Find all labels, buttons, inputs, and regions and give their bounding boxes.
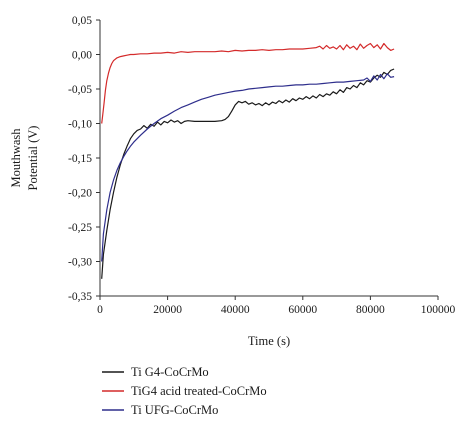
legend-label-2: TiG4 acid treated-CoCrMo bbox=[131, 384, 267, 398]
legend-label-3: Ti UFG-CoCrMo bbox=[131, 403, 218, 417]
y-tick-label: -0,30 bbox=[68, 257, 92, 269]
x-tick-label: 60000 bbox=[288, 304, 317, 316]
legend: Ti G4-CoCrMo TiG4 acid treated-CoCrMo Ti U… bbox=[102, 365, 267, 417]
y-axis-title: Mouthwash Potential (V) bbox=[9, 126, 40, 191]
series-line-1 bbox=[101, 68, 395, 279]
y-tick-label: -0,35 bbox=[68, 291, 92, 303]
y-tick-label: 0,00 bbox=[72, 50, 92, 62]
series-line-3 bbox=[101, 73, 395, 262]
x-tick-label: 80000 bbox=[356, 304, 385, 316]
y-tick-label: -0,05 bbox=[68, 84, 92, 96]
x-axis-title: Time (s) bbox=[248, 334, 290, 348]
y-tick-label: -0,15 bbox=[68, 153, 92, 165]
y-tick-label: 0,05 bbox=[72, 15, 92, 27]
y-tick-label: -0,20 bbox=[68, 188, 92, 200]
x-tick-label: 40000 bbox=[221, 304, 250, 316]
series-lines bbox=[101, 42, 395, 279]
y-axis-title-line-1: Mouthwash bbox=[9, 128, 23, 188]
y-tick-label: -0,10 bbox=[68, 119, 92, 131]
y-axis-title-line-2: Potential (V) bbox=[26, 126, 40, 191]
y-tick-label: -0,25 bbox=[68, 222, 92, 234]
series-line-2 bbox=[101, 42, 395, 124]
y-axis-ticks: 0,05 0,00 -0,05 -0,10 -0,15 -0,20 -0,25 -0,30 -0… bbox=[68, 15, 100, 303]
plot-frame bbox=[99, 20, 438, 297]
x-tick-label: 20000 bbox=[153, 304, 182, 316]
legend-label-1: Ti G4-CoCrMo bbox=[131, 365, 209, 379]
x-tick-label: 0 bbox=[97, 304, 103, 316]
x-tick-label: 100000 bbox=[421, 304, 456, 316]
x-axis-ticks: 0 20000 40000 60000 80000 100000 bbox=[97, 296, 456, 316]
